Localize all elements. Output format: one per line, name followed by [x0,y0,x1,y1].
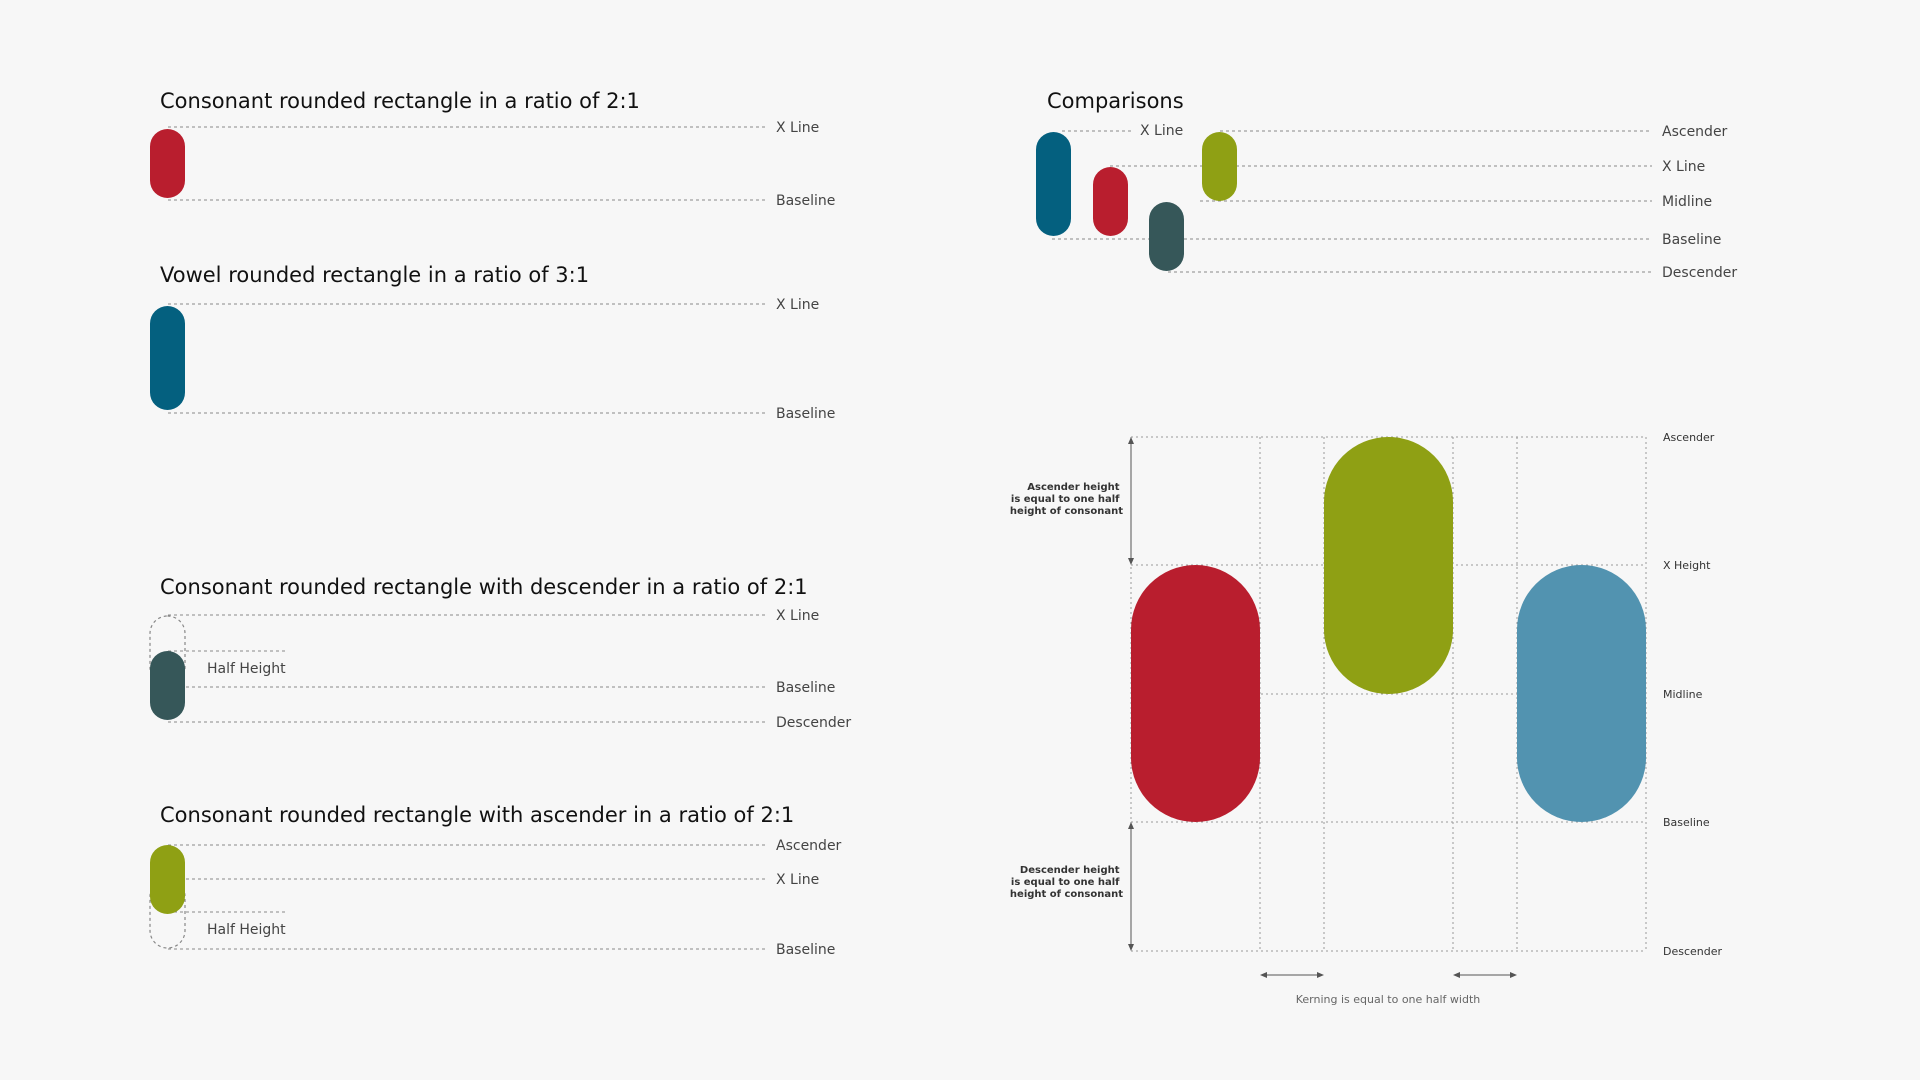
comparison-vowel-shape [1036,132,1071,236]
descender-shape [150,651,185,720]
x-line-label: X Line [776,872,819,888]
ghost-consonant-outline [149,615,186,686]
ascender-label: Ascender [776,838,842,854]
x-line-label: X Line [1662,159,1705,175]
midline-label: Midline [1662,194,1712,210]
arrow-head-up-icon [1128,437,1134,444]
arrow-head-right-icon [1317,972,1324,978]
comparisons-title: Comparisons [1047,89,1184,113]
panel-ascender-title: Consonant rounded rectangle with ascende… [160,803,794,827]
grid-x-height-label: X Height [1663,559,1711,572]
panel-consonant: Consonant rounded rectangle in a ratio o… [150,89,835,209]
baseline-label: Baseline [776,193,835,209]
x-line-left-label: X Line [1140,123,1183,139]
arrow-head-up-icon [1128,822,1134,829]
half-height-label: Half Height [207,661,286,677]
x-line-label: X Line [776,608,819,624]
grid-ascender-shape [1324,437,1453,694]
ascender-shape [150,845,185,914]
grid-consonant-shape [1131,565,1260,822]
baseline-label: Baseline [776,942,835,958]
panel-vowel-title: Vowel rounded rectangle in a ratio of 3:… [160,263,589,287]
grid-descender-label: Descender [1663,945,1723,958]
descender-label: Descender [776,715,851,731]
descender-height-note: Descender height is equal to one half he… [1010,865,1123,900]
baseline-label: Baseline [1662,232,1721,248]
baseline-label: Baseline [776,680,835,696]
panel-ascender: Consonant rounded rectangle with ascende… [149,803,842,958]
arrow-head-down-icon [1128,944,1134,951]
ascender-label: Ascender [1662,124,1728,140]
panel-consonant-title: Consonant rounded rectangle in a ratio o… [160,89,640,113]
comparison-ascender-shape [1202,132,1237,201]
grid-midline-label: Midline [1663,688,1703,701]
panel-vowel: Vowel rounded rectangle in a ratio of 3:… [150,263,835,422]
panel-descender: Consonant rounded rectangle with descend… [149,575,851,731]
x-line-label: X Line [776,297,819,313]
baseline-label: Baseline [776,406,835,422]
grid-vowel-shape [1517,565,1646,822]
arrow-head-right-icon [1510,972,1517,978]
panel-descender-title: Consonant rounded rectangle with descend… [160,575,808,599]
ascender-height-note: Ascender height is equal to one half hei… [1010,482,1123,517]
arrow-head-down-icon [1128,558,1134,565]
comparison-descender-shape [1149,202,1184,271]
half-height-label: Half Height [207,922,286,938]
x-line-label: X Line [776,120,819,136]
arrow-head-left-icon [1453,972,1460,978]
grid-ascender-label: Ascender [1663,431,1715,444]
arrow-head-left-icon [1260,972,1267,978]
vowel-shape [150,306,185,410]
panel-comparisons: Comparisons X Line Ascender X Line Midli… [1036,89,1737,281]
panel-grid-construction: Ascender X Height Midline Baseline Desce… [1010,431,1723,1006]
consonant-shape [150,129,185,198]
descender-label: Descender [1662,265,1737,281]
comparison-consonant-shape [1093,167,1128,236]
grid-baseline-label: Baseline [1663,816,1710,829]
kerning-note: Kerning is equal to one half width [1296,993,1481,1006]
